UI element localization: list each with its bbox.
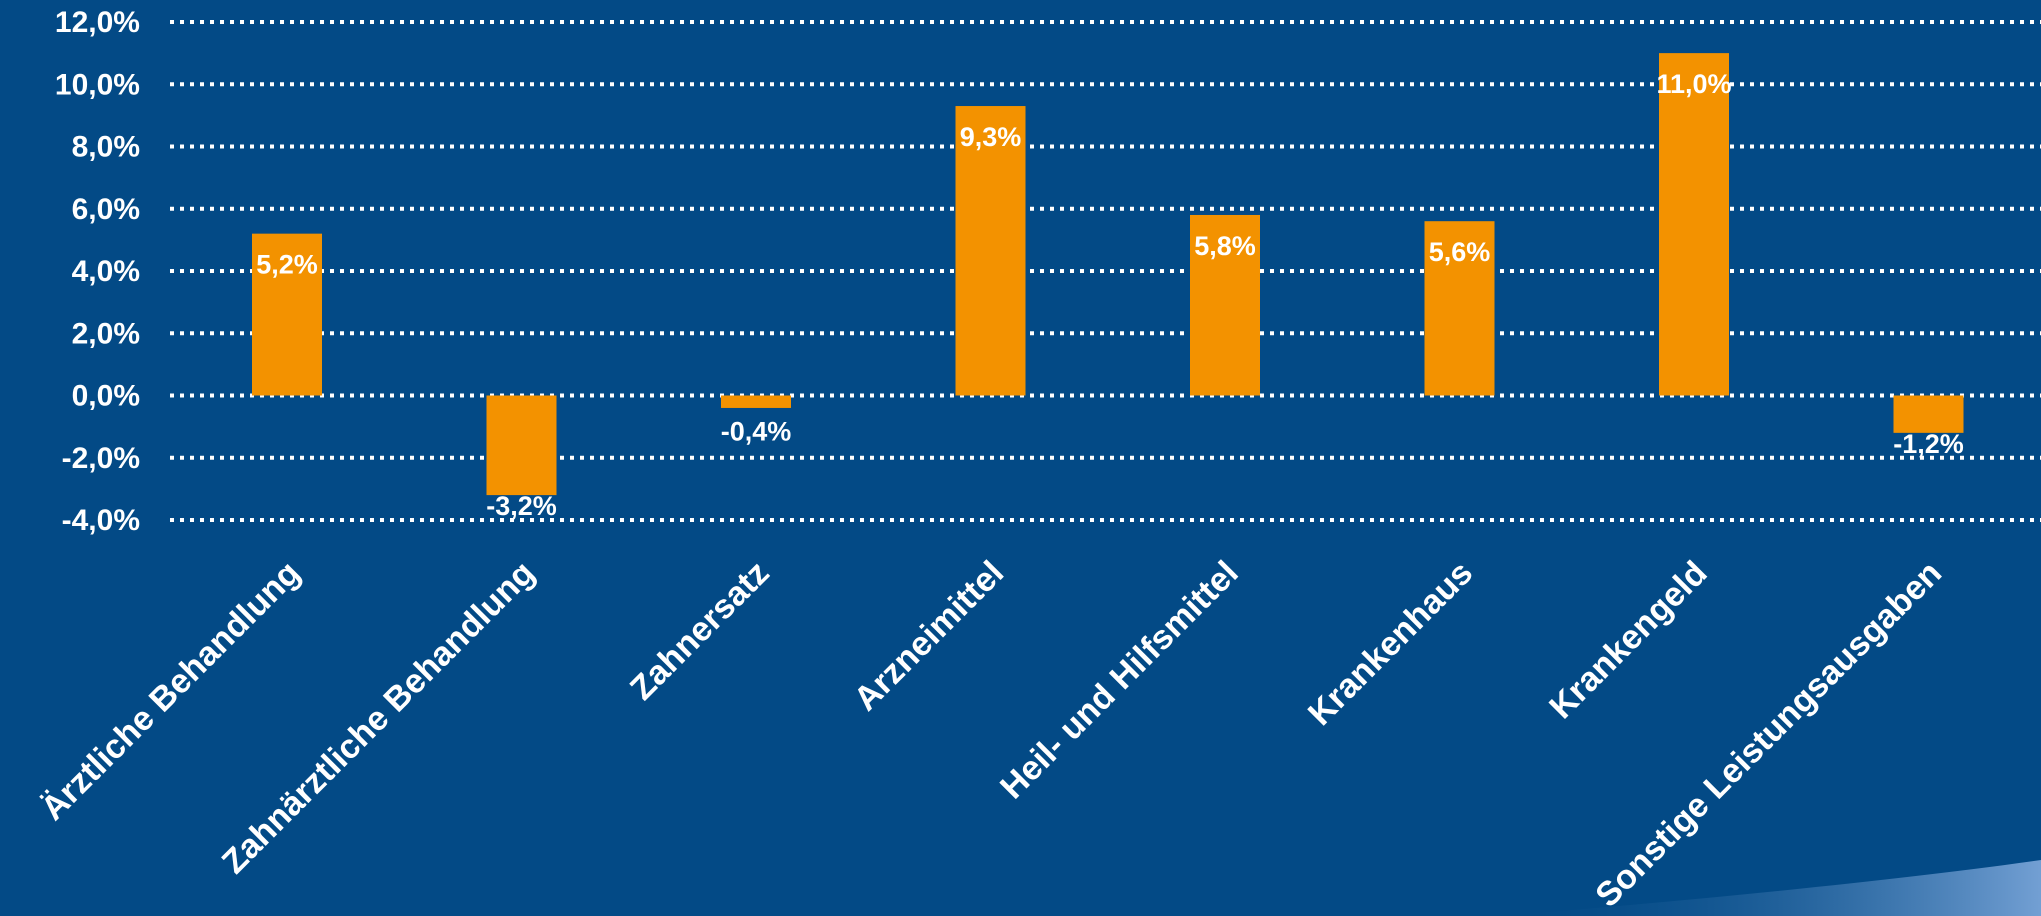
bar <box>721 395 791 408</box>
data-label: 11,0% <box>1656 69 1731 99</box>
decorative-swoosh <box>1500 860 2041 916</box>
grid-lines <box>170 20 2041 522</box>
bar <box>252 233 322 396</box>
data-label: 9,3% <box>960 122 1022 152</box>
data-label: 5,6% <box>1429 237 1491 267</box>
data-label: 5,2% <box>256 250 318 280</box>
bar <box>955 106 1026 396</box>
bar <box>1659 53 1729 396</box>
y-tick-label: 8,0% <box>72 131 140 164</box>
y-tick-label: 4,0% <box>72 255 140 288</box>
bars <box>252 53 1964 496</box>
bar <box>1190 214 1260 396</box>
category-label: Krankenhaus <box>1301 554 1480 733</box>
category-label: Zahnersatz <box>623 554 777 708</box>
category-label: Arzneimittel <box>847 554 1011 718</box>
category-label: Heil- und Hilfsmittel <box>993 554 1246 807</box>
category-label: Ärztliche Behandlung <box>34 554 308 828</box>
category-label: Krankengeld <box>1542 554 1715 727</box>
bar <box>1893 395 1964 433</box>
data-label: -3,2% <box>486 491 557 521</box>
y-tick-label: 2,0% <box>72 317 140 350</box>
y-tick-label: 12,0% <box>55 6 140 39</box>
data-labels: 5,2% -3,2% -0,4% 9,3% 5,8% 5,6% 11,0% -1,2% <box>256 69 1964 521</box>
y-axis-tick-labels: 12,0% 10,0% 8,0% 6,0% 4,0% 2,0% 0,0% -2,0% -4,0% <box>55 6 140 537</box>
data-label: -1,2% <box>1893 429 1964 459</box>
y-tick-label: -2,0% <box>62 442 140 475</box>
bar <box>1424 221 1495 396</box>
y-tick-label: 6,0% <box>72 193 140 226</box>
y-tick-label: 10,0% <box>55 68 140 101</box>
bar <box>486 395 557 496</box>
y-tick-label: -4,0% <box>62 504 140 537</box>
data-label: 5,8% <box>1194 231 1256 261</box>
data-label: -0,4% <box>721 417 792 447</box>
y-tick-label: 0,0% <box>72 380 140 413</box>
